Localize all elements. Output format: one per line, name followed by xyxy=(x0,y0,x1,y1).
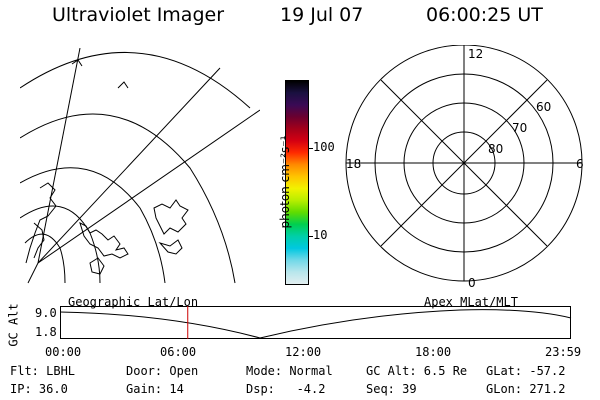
status-filter: Flt: LBHL xyxy=(10,364,76,378)
status-door: Door: Open xyxy=(126,364,199,378)
status-gc-alt: GC Alt: 6.5 Re xyxy=(366,364,468,378)
coastline xyxy=(25,182,57,264)
app-title: Ultraviolet Imager xyxy=(52,4,225,26)
lat-circle xyxy=(20,205,101,284)
status-seq: Seq: 39 xyxy=(366,382,417,396)
orbit-frame xyxy=(60,306,571,339)
coastline xyxy=(158,239,183,255)
date-label: 19 Jul 07 xyxy=(280,4,364,26)
lat-label-80: 80 xyxy=(488,142,503,156)
meridian xyxy=(27,262,39,284)
coastline xyxy=(89,257,105,275)
colorbar-tick xyxy=(308,236,313,237)
mlt-line xyxy=(380,79,548,247)
colorbar xyxy=(285,80,313,285)
mlt-label-0: 0 xyxy=(468,276,476,290)
colorbar-tick xyxy=(308,148,313,149)
mlt-label-18: 18 xyxy=(346,157,361,171)
mlt-label-6: 6 xyxy=(576,157,584,171)
status-dsp: Dsp: -4.2 xyxy=(246,382,326,396)
geographic-note: Geographic Lat/Lon xyxy=(68,295,199,309)
colorbar-tick-label: 100 xyxy=(313,140,335,154)
status-ip: IP: 36.0 xyxy=(10,382,68,396)
time-tick-label: 12:00 xyxy=(285,345,322,359)
colorbar-unit-label: photon cm⁻²s⁻¹ xyxy=(278,135,292,229)
lat-circle xyxy=(20,113,236,284)
coastline xyxy=(153,199,189,235)
coastline xyxy=(33,222,45,259)
time-tick-label: 06:00 xyxy=(160,345,197,359)
meridian xyxy=(37,48,81,264)
altitude-tick-label: 1.8 xyxy=(35,325,57,339)
time-label: 06:00:25 UT xyxy=(426,4,543,26)
time-tick-label: 23:59 xyxy=(545,345,582,359)
altitude-tick-label: 9.0 xyxy=(35,306,57,320)
meridian xyxy=(37,67,221,264)
mlt-label-12: 12 xyxy=(468,47,483,61)
time-tick-label: 00:00 xyxy=(45,345,82,359)
status-mode: Mode: Normal xyxy=(246,364,333,378)
coastline xyxy=(117,81,129,89)
status-gain: Gain: 14 xyxy=(126,382,184,396)
coastline xyxy=(71,59,83,67)
altitude-axis-label: GC Alt xyxy=(6,303,21,347)
polar-grid: 12 18 6 0 60 70 80 xyxy=(345,45,584,290)
time-tick-label: 18:00 xyxy=(415,345,452,359)
lat-circle xyxy=(20,52,251,109)
lat-label-70: 70 xyxy=(512,121,527,135)
status-glat: GLat: -57.2 xyxy=(486,364,566,378)
orbit-strip xyxy=(60,306,572,339)
apex-note: Apex MLat/MLT xyxy=(424,295,518,309)
colorbar-tick-label: 10 xyxy=(313,228,328,242)
meridian xyxy=(37,109,260,264)
colorbar-gradient xyxy=(286,81,308,284)
coastline xyxy=(79,222,129,259)
altitude-curve xyxy=(60,309,572,339)
geographic-map xyxy=(20,48,260,284)
status-glon: GLon: 271.2 xyxy=(486,382,566,396)
lat-label-60: 60 xyxy=(536,100,551,114)
